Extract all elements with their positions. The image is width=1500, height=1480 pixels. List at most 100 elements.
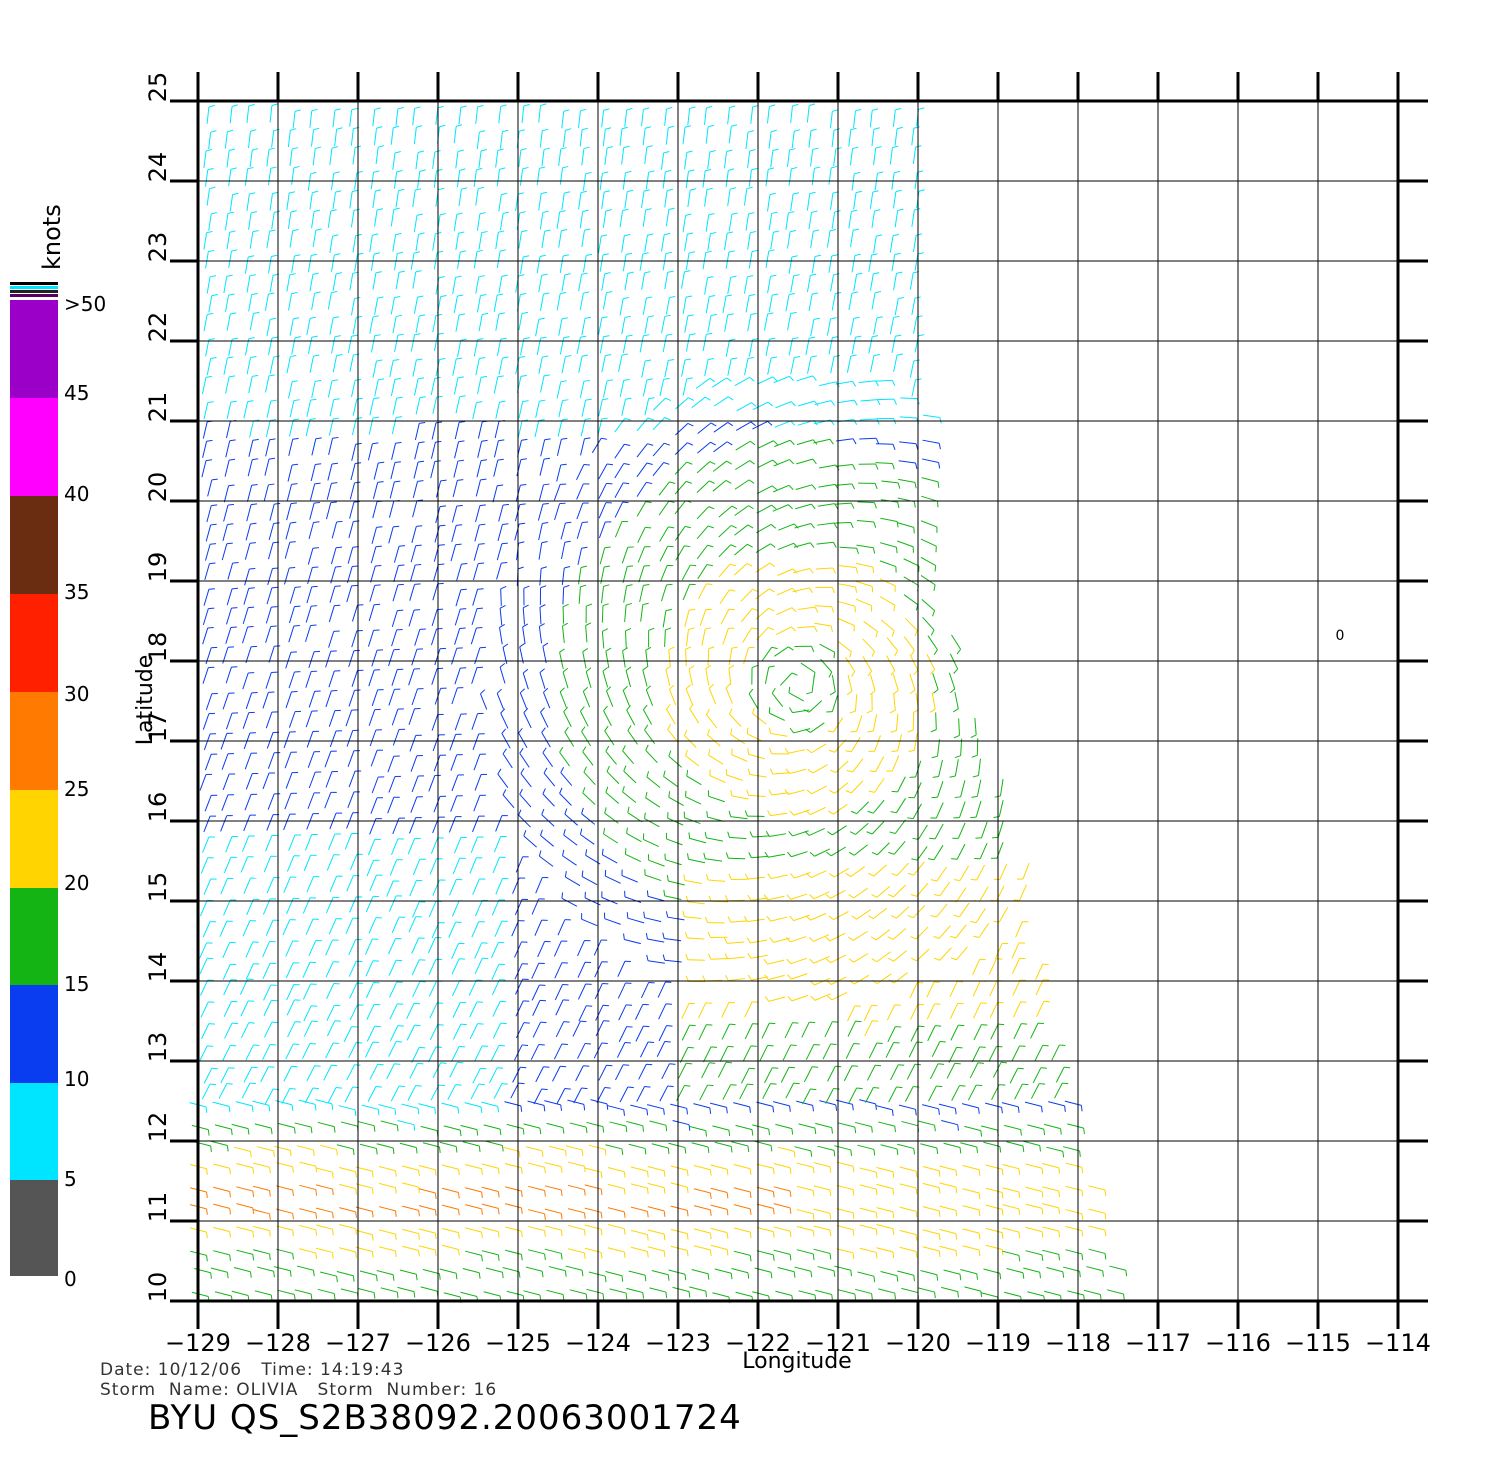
wind-barb	[452, 980, 461, 997]
wind-barb-flag	[666, 188, 674, 192]
wind-barb	[223, 1001, 232, 1017]
wind-barb	[224, 213, 229, 231]
wind-barb	[308, 691, 316, 708]
wind-barb-flag	[418, 1187, 420, 1194]
wind-barb	[920, 556, 936, 566]
wind-barb-flag	[749, 1232, 752, 1239]
wind-barb	[525, 1266, 543, 1272]
wind-barb	[541, 732, 551, 748]
wind-barb-flag	[790, 1044, 797, 1046]
wind-barb-flag	[270, 1128, 273, 1135]
wind-barb-flag	[788, 292, 795, 296]
wind-barb	[880, 619, 895, 632]
wind-barb	[428, 980, 437, 997]
colorbar-segment-15-20	[10, 888, 58, 985]
colorbar-label: 10	[64, 1067, 89, 1091]
wind-barb	[520, 338, 525, 356]
wind-barb	[495, 878, 503, 895]
wind-barb	[409, 1063, 418, 1079]
wind-barb	[435, 480, 442, 498]
wind-barb	[493, 836, 502, 853]
wind-barb	[664, 629, 666, 647]
wind-barb-flag	[729, 338, 736, 341]
wind-barb-flag	[562, 622, 569, 627]
wind-barb	[936, 739, 941, 757]
wind-barb	[411, 526, 417, 543]
wind-barb	[584, 1224, 602, 1230]
wind-barb	[794, 872, 811, 879]
wind-barb-flag	[896, 126, 903, 130]
wind-barb	[756, 1186, 774, 1193]
wind-barb	[788, 168, 792, 186]
wind-barb-flag	[1043, 1129, 1046, 1136]
wind-barb	[627, 730, 638, 745]
wind-barb-flag	[954, 1062, 961, 1065]
wind-barb	[727, 956, 745, 960]
wind-barb	[743, 647, 750, 665]
wind-barb-flag	[376, 526, 383, 528]
wind-barb	[851, 780, 864, 794]
lat-tick-label: 13	[144, 1032, 172, 1063]
wind-barb	[368, 917, 377, 934]
wind-barb-flag	[1062, 1082, 1069, 1085]
wind-barb-flag	[894, 1126, 896, 1133]
wind-barb	[528, 1185, 545, 1192]
wind-barb-flag	[930, 914, 937, 918]
wind-barb	[581, 318, 586, 336]
wind-barb-flag	[249, 542, 256, 544]
wind-barb-flag	[950, 957, 957, 961]
wind-barb-flag	[747, 1145, 750, 1152]
wind-barb-flag	[622, 685, 628, 691]
colorbar-segment-35-40	[10, 496, 58, 594]
wind-barb	[246, 504, 252, 522]
wind-barb-flag	[250, 356, 257, 359]
wind-barb-flag	[623, 1171, 626, 1178]
wind-barb	[788, 789, 805, 795]
wind-barb-flag	[398, 270, 405, 273]
wind-barb	[751, 855, 769, 859]
wind-barb	[242, 712, 250, 729]
wind-barb	[922, 616, 935, 631]
wind-barb	[203, 402, 209, 420]
wind-barb	[601, 273, 606, 291]
wind-barb	[891, 336, 896, 354]
wind-barb	[788, 256, 793, 274]
wind-barb	[243, 588, 250, 605]
wind-barb-flag	[665, 627, 672, 631]
wind-barb	[928, 1085, 937, 1102]
wind-barb	[456, 563, 462, 581]
wind-barb	[289, 587, 296, 604]
wind-barb-flag	[854, 171, 861, 175]
wind-barb	[605, 651, 610, 669]
wind-barb	[262, 941, 271, 958]
wind-barb	[569, 1122, 587, 1128]
lon-tick-label: −116	[1205, 1329, 1271, 1357]
wind-barb	[499, 131, 503, 149]
wind-barb	[871, 129, 875, 147]
wind-barb	[748, 794, 766, 798]
wind-barb	[490, 942, 499, 959]
wind-barb	[757, 459, 774, 469]
wind-barb	[523, 1123, 541, 1129]
wind-barb-flag	[311, 253, 318, 257]
wind-barb-flag	[686, 853, 689, 860]
wind-barb-flag	[929, 708, 936, 713]
wind-barb	[540, 835, 554, 847]
wind-barb	[294, 1289, 312, 1295]
wind-barb	[472, 1067, 481, 1084]
wind-barb-flag	[833, 128, 841, 131]
wind-barb-flag	[497, 458, 504, 461]
wind-barb-flag	[707, 1084, 714, 1087]
wind-barb-flag	[293, 165, 300, 169]
wind-barb-flag	[850, 522, 854, 529]
wind-barb-flag	[708, 749, 711, 756]
wind-barb-flag	[501, 274, 508, 277]
wind-barb-flag	[542, 521, 549, 524]
wind-barb-flag	[788, 831, 793, 837]
wind-barb	[964, 1125, 981, 1132]
wind-barb	[1086, 1266, 1103, 1272]
wind-barb-flag	[809, 851, 815, 857]
wind-barb-flag	[439, 505, 447, 508]
wind-barb-flag	[915, 462, 918, 469]
wind-barb-flag	[248, 255, 255, 258]
